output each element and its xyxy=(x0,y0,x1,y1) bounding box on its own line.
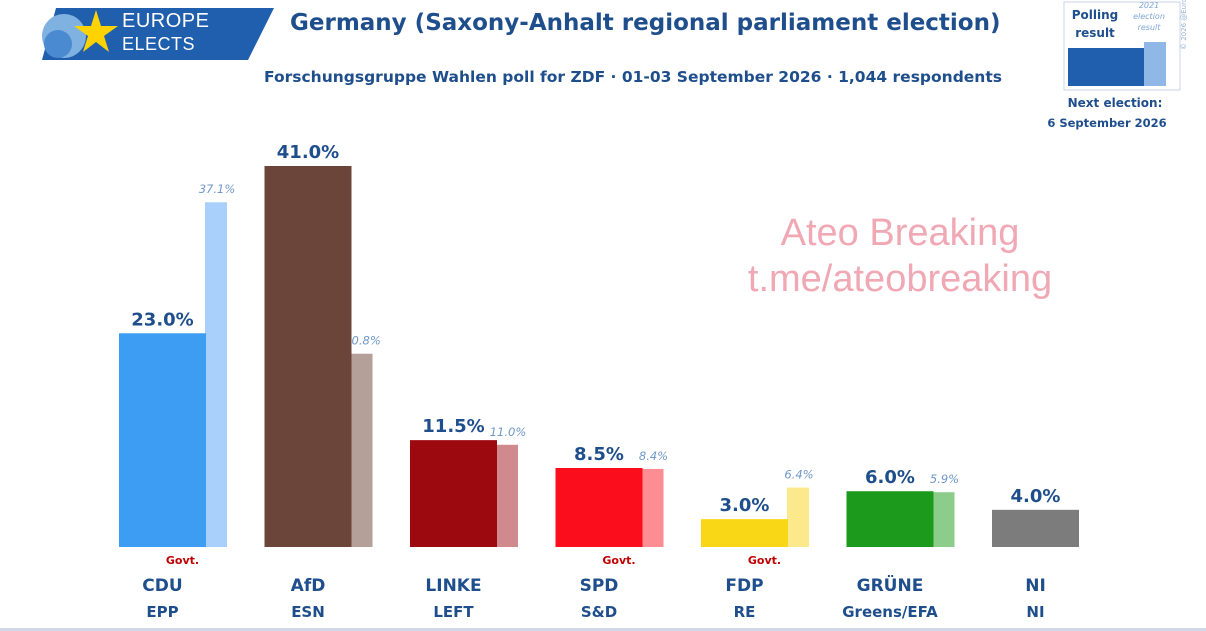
group-name-spd: S&D xyxy=(580,603,618,621)
party-name-grune: GRÜNE xyxy=(856,576,924,596)
group-name-cdu: EPP xyxy=(146,603,179,621)
bar-linke-2021 xyxy=(496,444,518,547)
value-label-spd-poll: 8.5% xyxy=(574,444,624,465)
group-name-ni: NI xyxy=(1026,603,1045,621)
value-label-afd-poll: 41.0% xyxy=(277,142,339,163)
party-name-linke: LINKE xyxy=(425,576,482,596)
legend-polling-result: Polling result xyxy=(1071,8,1119,40)
next-election-date: 6 September 2026 xyxy=(1047,116,1167,130)
value-label-fdp-poll: 3.0% xyxy=(720,495,770,516)
party-name-afd: AfD xyxy=(290,576,326,596)
bar-grune-poll xyxy=(846,491,934,547)
bar-cdu-2021 xyxy=(205,202,227,548)
logo-text-line2: ELECTS xyxy=(122,34,196,54)
bar-spd-2021 xyxy=(641,468,664,547)
party-name-fdp: FDP xyxy=(725,576,764,596)
bar-ni-poll xyxy=(992,509,1079,547)
govt-label-spd: Govt. xyxy=(602,554,636,567)
govt-label-fdp: Govt. xyxy=(747,554,782,567)
logo-text-line1: EUROPE xyxy=(122,10,210,32)
bar-afd-poll xyxy=(264,166,352,547)
value-label-grune-poll: 6.0% xyxy=(865,467,915,488)
bar-spd-poll xyxy=(555,468,643,547)
chart-title: Germany (Saxony-Anhalt regional parliame… xyxy=(290,10,1001,36)
bottom-border xyxy=(0,628,1206,631)
value-label-ni-poll: 4.0% xyxy=(1011,486,1061,507)
value-label-afd-2021: 20.8% xyxy=(344,334,381,348)
legend-swatch xyxy=(1063,1,1181,91)
bar-fdp-poll xyxy=(701,519,788,547)
watermark-line2: t.me/ateobreaking xyxy=(747,258,1053,300)
party-name-cdu: CDU xyxy=(142,576,183,596)
value-label-spd-2021: 8.4% xyxy=(639,449,668,463)
europe-elects-logo xyxy=(42,8,274,60)
group-name-grune: Greens/EFA xyxy=(842,603,938,621)
chart-subtitle: Forschungsgruppe Wahlen poll for ZDF · 0… xyxy=(264,68,1002,86)
watermark-line1: Ateo Breaking xyxy=(780,212,1020,254)
party-name-spd: SPD xyxy=(579,576,619,596)
value-label-cdu-2021: 37.1% xyxy=(199,182,236,196)
group-name-afd: ESN xyxy=(291,603,325,621)
value-label-cdu-poll: 23.0% xyxy=(131,309,193,330)
bar-grune-2021 xyxy=(932,492,955,547)
group-name-fdp: RE xyxy=(733,603,756,621)
legend-previous-result: 2021 election result xyxy=(1133,1,1165,32)
party-name-ni: NI xyxy=(1025,576,1046,596)
bar-linke-poll xyxy=(410,440,497,547)
bar-fdp-2021 xyxy=(787,487,809,547)
bar-cdu-poll xyxy=(119,333,206,547)
bar-afd-2021 xyxy=(350,353,373,547)
value-label-fdp-2021: 6.4% xyxy=(784,468,813,482)
next-election-label: Next election: xyxy=(1067,96,1163,110)
group-name-linke: LEFT xyxy=(433,603,474,621)
govt-label-cdu: Govt. xyxy=(165,554,200,567)
value-label-linke-2021: 11.0% xyxy=(490,425,527,439)
value-label-grune-2021: 5.9% xyxy=(930,472,959,486)
value-label-linke-poll: 11.5% xyxy=(422,416,484,437)
